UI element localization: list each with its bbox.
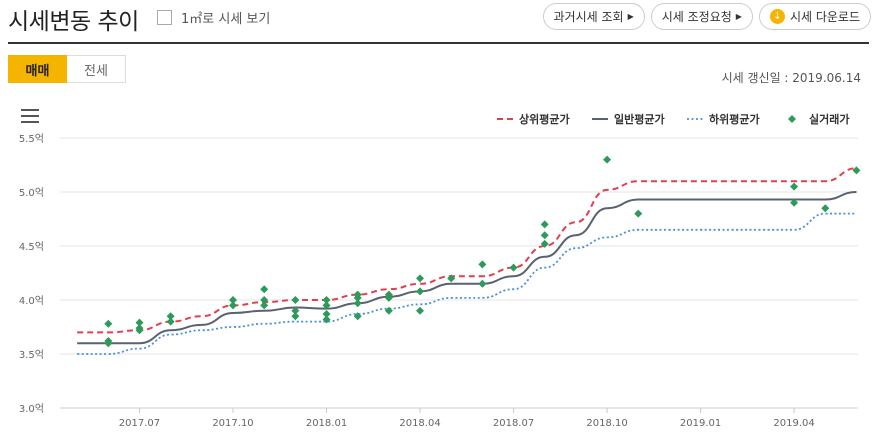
area-toggle-checkbox[interactable] xyxy=(157,10,172,25)
y-tick-label: 4.5억 xyxy=(19,241,44,253)
x-tick-label: 2018.10 xyxy=(586,418,627,429)
actual-trade-point xyxy=(291,296,300,304)
y-tick-label: 3.5억 xyxy=(19,349,44,361)
general-average-line xyxy=(77,191,857,345)
area-toggle[interactable]: 1㎡로 시세 보기 xyxy=(157,8,270,27)
actual-trade-point xyxy=(447,274,456,283)
y-tick-label: 5.5억 xyxy=(19,133,44,145)
download-icon: ↓ xyxy=(769,9,785,24)
legend-label: 하위평균가 xyxy=(709,112,760,126)
update-date: 시세 갱신일 : 2019.06.14 xyxy=(721,71,861,85)
actual-trade-point xyxy=(322,310,331,319)
actual-trade-point xyxy=(166,317,175,326)
tab-sale[interactable]: 매매 xyxy=(8,55,67,83)
actual-trade-point xyxy=(416,306,425,315)
actual-trade-point xyxy=(634,209,643,218)
actual-trade-point xyxy=(540,220,549,229)
actual-trade-point xyxy=(322,301,331,310)
actual-trade-point xyxy=(603,155,612,164)
x-tick-label: 2017.10 xyxy=(212,418,253,429)
area-toggle-label: 1㎡로 시세 보기 xyxy=(181,12,271,27)
actual-trade-point xyxy=(384,293,393,302)
x-tick-label: 2018.04 xyxy=(399,418,440,429)
price-adjust-button[interactable]: 시세 조정요청 ▶ xyxy=(650,3,753,30)
actual-trade-point xyxy=(821,204,830,213)
actual-trade-point xyxy=(322,315,331,324)
actual-trade-point xyxy=(135,318,144,327)
x-tick-label: 2019.01 xyxy=(680,418,721,429)
triangle-right-icon: ▶ xyxy=(735,12,742,21)
x-tick-label: 2019.04 xyxy=(773,418,814,429)
actual-trade-point xyxy=(104,339,113,348)
lower-average-line xyxy=(77,212,857,355)
actual-trade-point xyxy=(416,287,425,296)
actual-trade-point xyxy=(291,306,300,315)
actual-trade-point xyxy=(790,198,799,207)
legend-label: 상위평균가 xyxy=(519,112,570,126)
actual-trade-point xyxy=(104,319,113,328)
actual-trade-point xyxy=(260,301,269,310)
actual-trade-point xyxy=(166,312,175,321)
actual-trade-point xyxy=(353,293,362,302)
actual-trade-point xyxy=(353,299,362,308)
actual-trade-point xyxy=(852,166,861,175)
past-price-label: 과거시세 조회 xyxy=(553,10,624,24)
y-tick-label: 3.0억 xyxy=(19,403,44,415)
download-button[interactable]: ↓ 시세 다운로드 xyxy=(758,3,871,30)
tab-jeonse[interactable]: 전세 xyxy=(67,55,126,83)
actual-trade-point xyxy=(260,285,269,294)
past-price-button[interactable]: 과거시세 조회 ▶ xyxy=(542,3,645,30)
actual-trade-point xyxy=(509,263,518,272)
actual-trade-point xyxy=(229,296,238,304)
actual-trade-point xyxy=(478,279,487,288)
actual-trade-point xyxy=(478,260,487,269)
y-tick-label: 5.0억 xyxy=(19,187,44,199)
page-title: 시세변동 추이 xyxy=(8,9,139,35)
x-tick-label: 2018.07 xyxy=(493,418,534,429)
hamburger-icon[interactable] xyxy=(21,109,39,123)
legend-marker xyxy=(788,115,796,123)
upper-average-line xyxy=(77,167,857,334)
triangle-right-icon: ▶ xyxy=(627,12,634,21)
actual-trade-point xyxy=(353,312,362,321)
actual-trade-point xyxy=(540,231,549,240)
legend-label: 일반평균가 xyxy=(614,112,665,126)
price-adjust-label: 시세 조정요청 xyxy=(661,10,732,24)
actual-trade-point xyxy=(790,182,799,191)
actual-trade-point xyxy=(322,296,331,304)
x-tick-label: 2018.01 xyxy=(306,418,347,429)
y-tick-label: 4.0억 xyxy=(19,295,44,307)
actual-trade-point xyxy=(540,239,549,248)
actual-trade-point xyxy=(384,306,393,315)
actual-trade-point xyxy=(291,312,300,321)
top-button-group: 과거시세 조회 ▶ 시세 조정요청 ▶ ↓ 시세 다운로드 xyxy=(542,3,871,30)
deal-type-tabs: 매매 전세 xyxy=(8,55,126,83)
actual-trade-point xyxy=(260,296,269,304)
actual-trade-point xyxy=(135,326,144,335)
actual-trade-point xyxy=(229,301,238,310)
download-label: 시세 다운로드 xyxy=(789,10,860,24)
legend-label: 실거래가 xyxy=(809,112,849,126)
header-divider xyxy=(8,42,869,44)
actual-trade-point xyxy=(416,274,425,283)
x-tick-label: 2017.07 xyxy=(119,418,160,429)
